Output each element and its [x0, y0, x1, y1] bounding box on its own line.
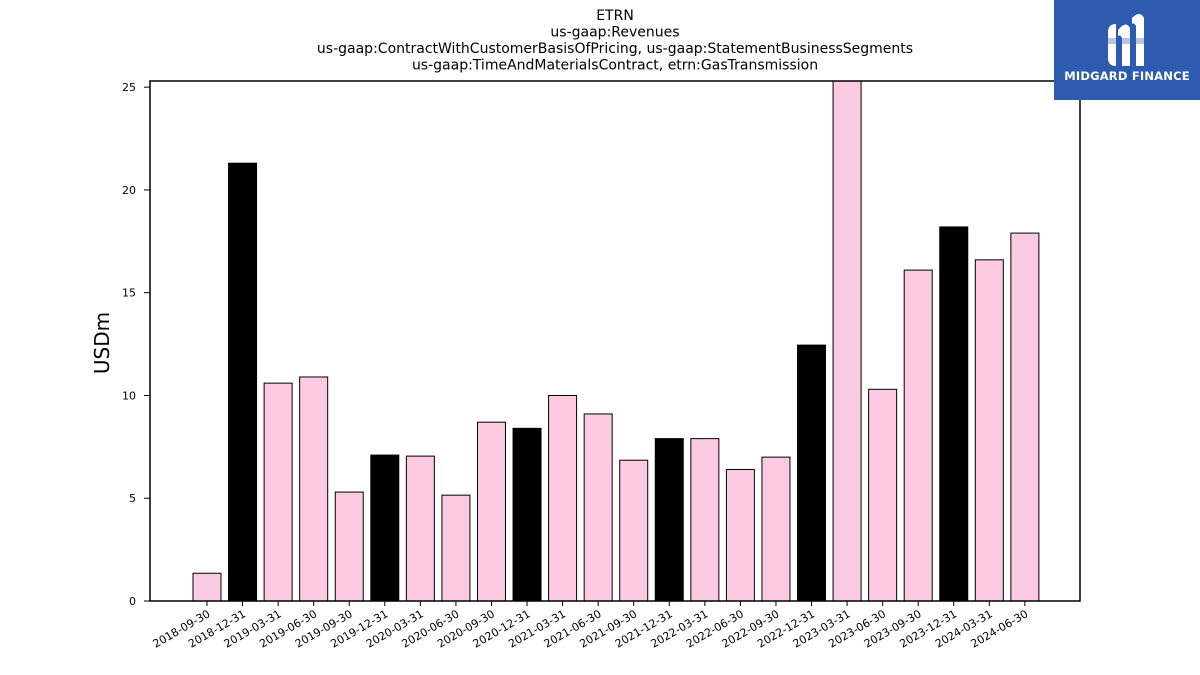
bar — [761, 456, 791, 602]
bar — [939, 226, 969, 602]
bar — [1010, 232, 1040, 602]
y-tick-label: 15 — [122, 287, 136, 300]
bar — [441, 494, 471, 602]
y-tick-label: 5 — [129, 492, 136, 505]
y-tick-label: 25 — [122, 81, 136, 94]
x-ticks: 2018-09-302018-12-312019-03-312019-06-30… — [151, 601, 1030, 651]
y-tick-label: 0 — [129, 595, 136, 608]
bar — [263, 382, 293, 602]
bar — [868, 388, 898, 602]
bar — [654, 438, 684, 602]
bar — [228, 162, 258, 602]
bar — [725, 468, 755, 602]
chart-title: ETRNus-gaap:Revenuesus-gaap:ContractWith… — [317, 8, 913, 74]
y-tick-label: 20 — [122, 184, 136, 197]
bar — [583, 413, 613, 602]
y-axis-label: USDm — [90, 312, 114, 374]
title-line: us-gaap:ContractWithCustomerBasisOfPrici… — [317, 41, 913, 57]
bar — [832, 80, 862, 602]
brand-logo: MIDGARD FINANCE — [1054, 0, 1200, 100]
bars — [192, 80, 1040, 602]
bar — [192, 572, 222, 602]
midgard-logo-icon — [1108, 14, 1144, 67]
bar — [548, 394, 578, 602]
bar — [974, 259, 1004, 602]
bar — [299, 376, 329, 602]
bar — [334, 491, 364, 602]
title-line: us-gaap:TimeAndMaterialsContract, etrn:G… — [412, 58, 818, 74]
bar — [370, 454, 400, 602]
bar — [797, 344, 827, 602]
axes — [149, 80, 1081, 602]
y-ticks: 0 5 10 15 20 25 — [122, 81, 150, 608]
bar — [903, 269, 933, 602]
y-tick-label: 10 — [122, 389, 136, 402]
logo-text: MIDGARD FINANCE — [1064, 69, 1190, 83]
plot-frame — [149, 80, 1081, 602]
bar — [512, 427, 542, 602]
title-line: us-gaap:Revenues — [550, 25, 679, 41]
bar — [476, 421, 506, 602]
bar — [619, 459, 649, 602]
title-line: ETRN — [596, 8, 634, 24]
bar — [690, 438, 720, 602]
bar — [405, 455, 435, 602]
